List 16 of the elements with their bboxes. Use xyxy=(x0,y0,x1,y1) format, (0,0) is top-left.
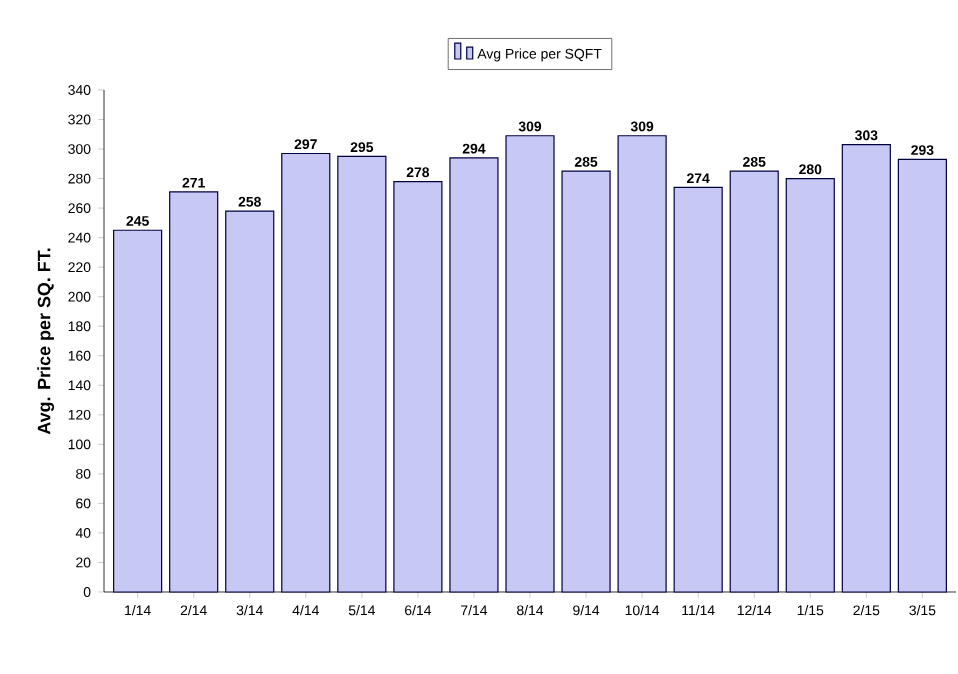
y-axis-title: Avg. Price per SQ. FT. xyxy=(37,248,55,435)
bar xyxy=(561,170,611,593)
bar xyxy=(393,180,443,593)
bar xyxy=(281,152,331,593)
bar xyxy=(785,177,835,593)
bar xyxy=(449,157,499,593)
bar xyxy=(673,186,723,593)
bar xyxy=(113,229,163,593)
bar xyxy=(617,135,667,593)
bar xyxy=(841,144,891,593)
bar xyxy=(225,210,275,593)
bar xyxy=(337,155,387,593)
bar xyxy=(505,135,555,593)
bar xyxy=(729,170,779,593)
bar xyxy=(897,158,947,593)
bar xyxy=(169,191,219,593)
